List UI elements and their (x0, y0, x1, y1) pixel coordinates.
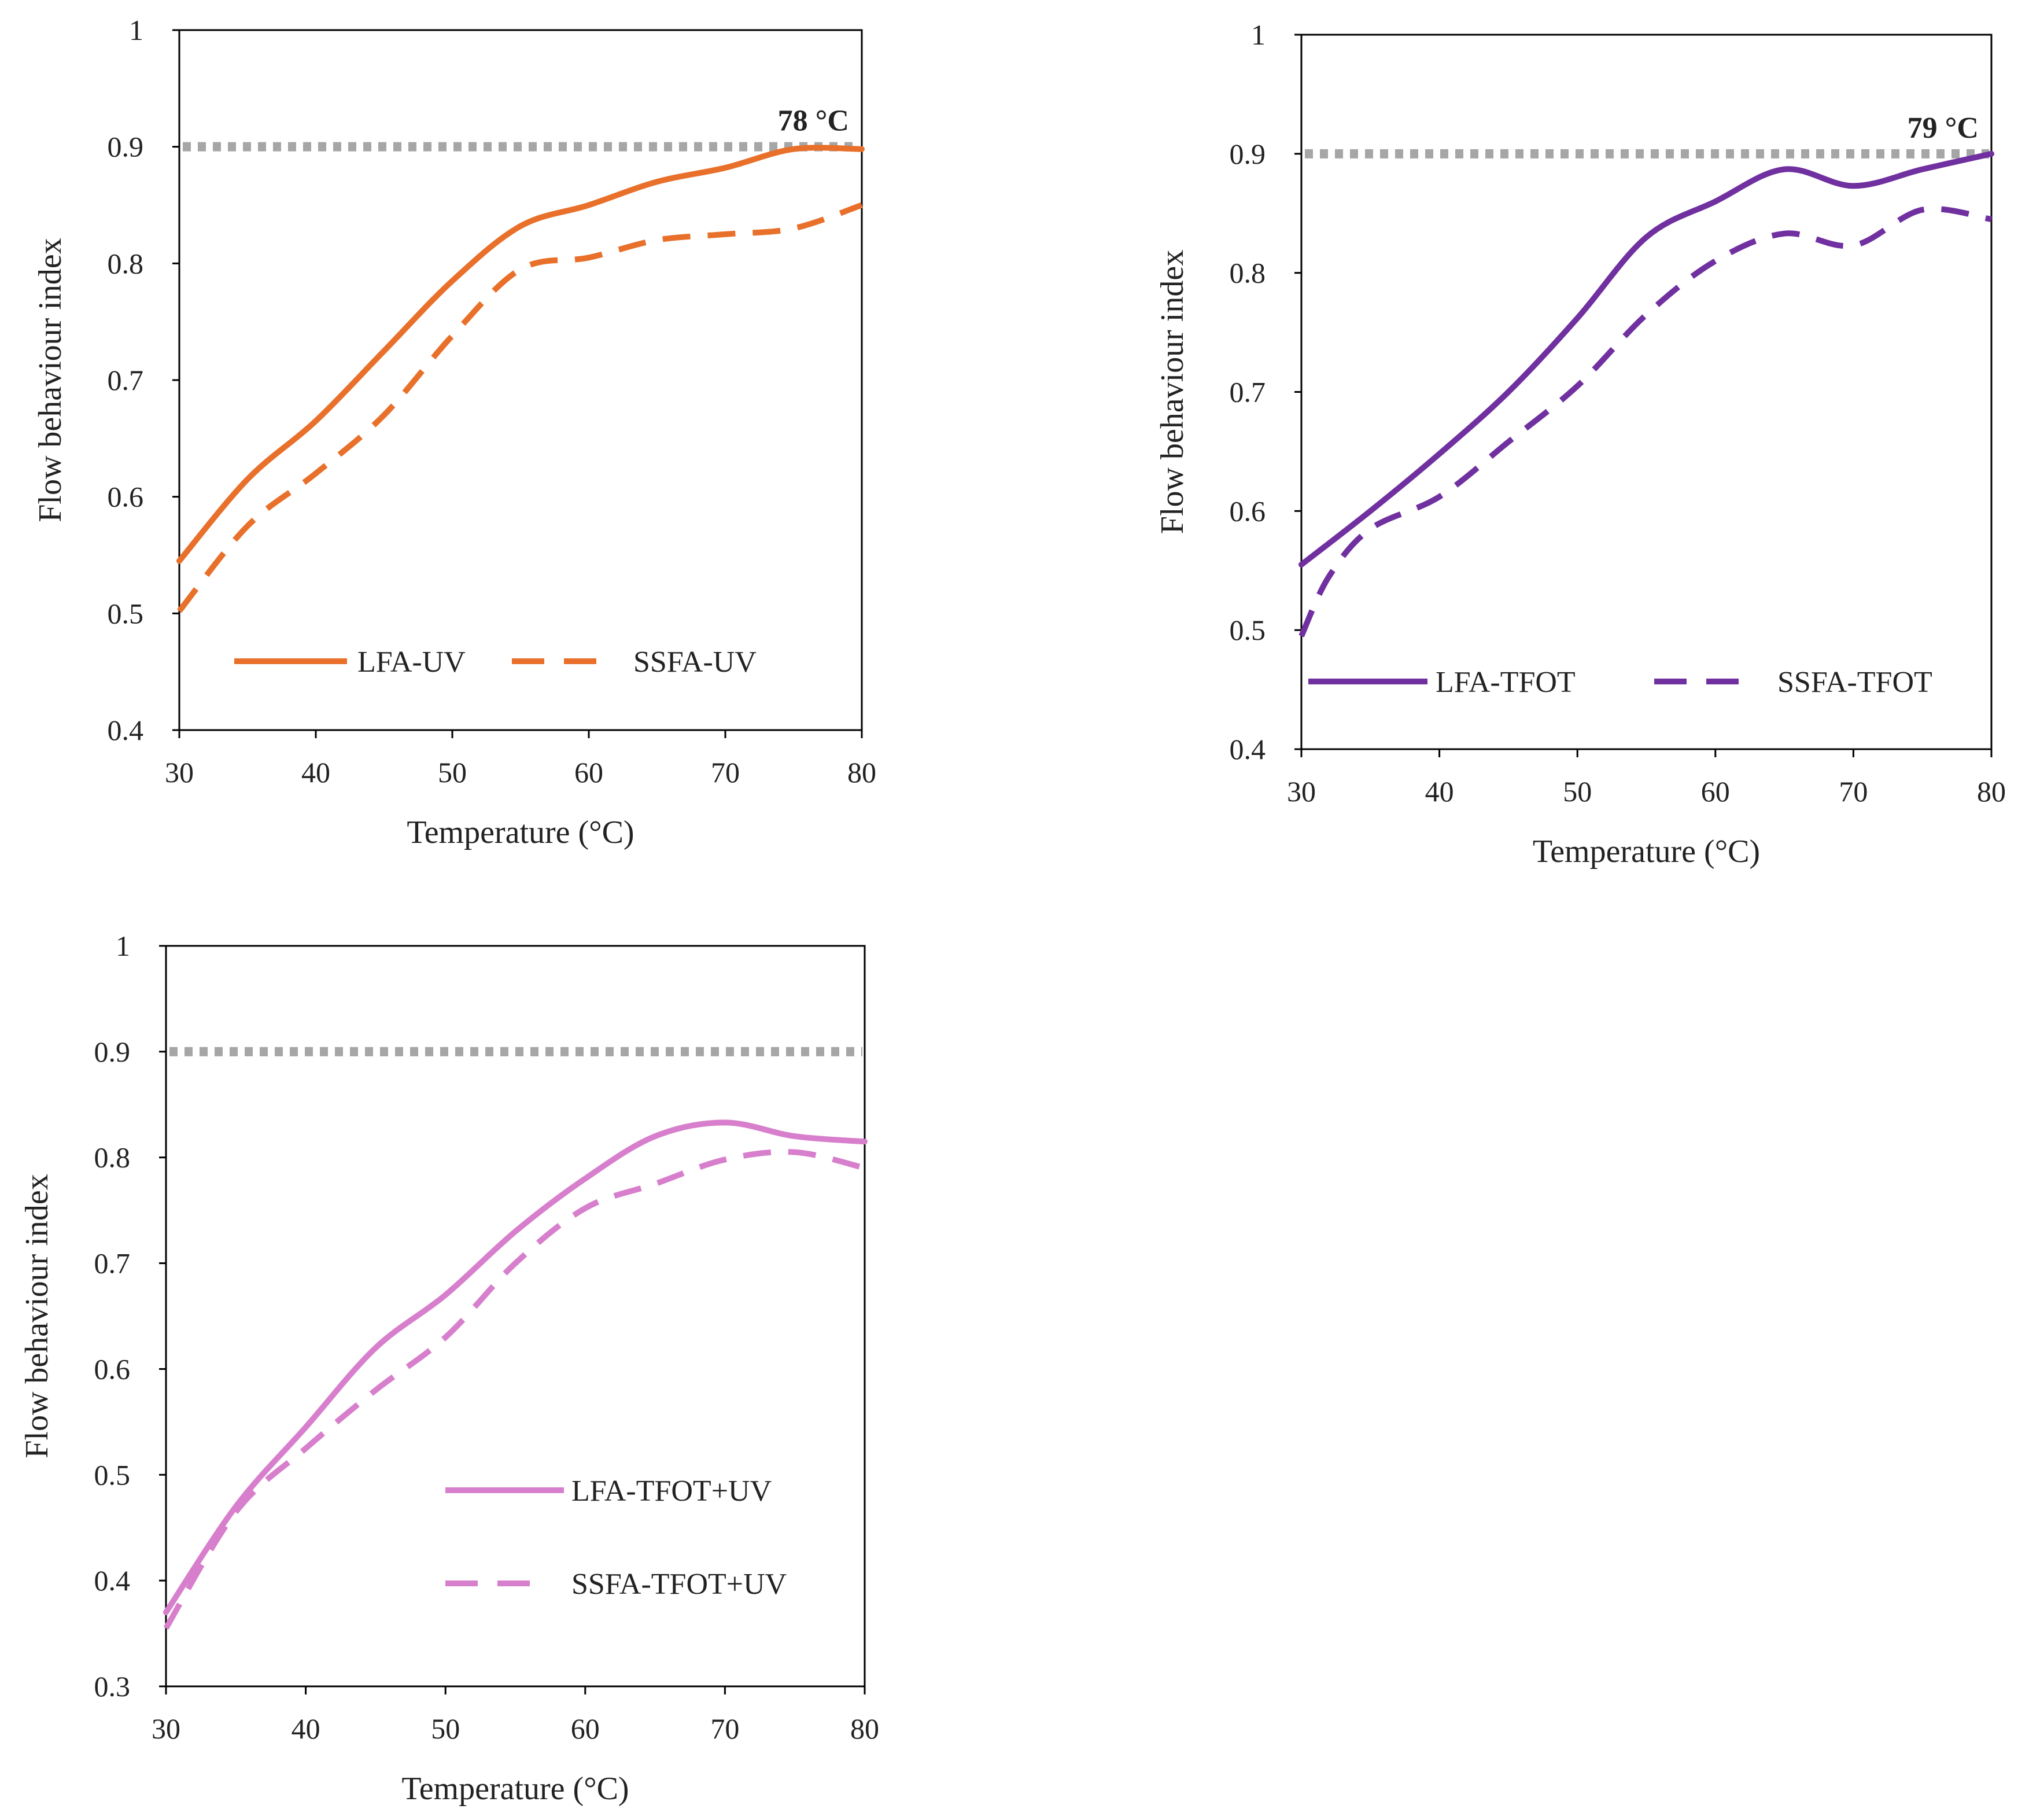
legend-label-LFA-UV: LFA-UV (357, 646, 466, 679)
x-tick-label: 70 (711, 756, 740, 789)
legend-label-SSFA-TFOT+UV: SSFA-TFOT+UV (571, 1568, 787, 1601)
x-tick-label: 70 (1839, 775, 1868, 808)
y-tick-label: 0.5 (1230, 614, 1266, 646)
x-tick-label: 80 (850, 1712, 879, 1745)
y-axis-title: Flow behaviour index (19, 1174, 55, 1458)
x-tick-label: 30 (152, 1712, 180, 1745)
y-tick-label: 0.9 (1230, 138, 1266, 170)
x-tick-label: 70 (710, 1712, 739, 1745)
series-line-LFA-TFOT+UV (163, 1119, 868, 1615)
legend-label-LFA-TFOT+UV: LFA-TFOT+UV (571, 1475, 772, 1508)
legend-label-SSFA-UV: SSFA-UV (633, 646, 757, 679)
annotation-crossover-temp: 79 °C (1908, 112, 1979, 145)
y-tick-label: 0.7 (108, 364, 144, 396)
y-axis-title: Flow behaviour index (32, 238, 68, 522)
series-line-LFA-UV (176, 145, 865, 564)
y-tick-label: 0.6 (94, 1353, 131, 1385)
x-tick-label: 30 (165, 756, 194, 789)
x-tick-label: 50 (438, 756, 467, 789)
x-tick-label: 60 (571, 1712, 600, 1745)
series-line-SSFA-TFOT (1298, 205, 1992, 638)
y-tick-label: 0.3 (94, 1670, 131, 1703)
y-tick-label: 0.9 (108, 131, 144, 163)
series-line-SSFA-UV (177, 202, 863, 613)
y-tick-label: 0.4 (108, 714, 144, 746)
y-tick-label: 0.7 (1230, 376, 1266, 408)
x-tick-label: 80 (847, 756, 876, 789)
y-tick-label: 0.5 (94, 1458, 131, 1491)
x-tick-label: 40 (1425, 775, 1454, 808)
chart-panel-tfot: 30 40 50 60 70 80 0.4 0.5 0.6 0.7 0.8 0.9 1 Temperatu… (1154, 19, 2006, 870)
y-tick-label: 0.8 (94, 1141, 131, 1174)
plot-area (178, 29, 863, 731)
chart-panel-tfot-uv: 30 40 50 60 70 80 0.3 0.4 0.5 0.6 0.7 0.8 0.9 1 Temper… (19, 930, 879, 1807)
legend-label-SSFA-TFOT: SSFA-TFOT (1777, 666, 1932, 699)
plot-area (165, 945, 866, 1688)
y-tick-label: 0.7 (94, 1247, 131, 1280)
plot-area (1300, 34, 1993, 750)
x-tick-label: 60 (574, 756, 603, 789)
x-axis-title: Temperature (°C) (401, 1771, 629, 1807)
x-tick-label: 40 (301, 756, 330, 789)
chart-panel-uv: 30 40 50 60 70 80 0.4 0.5 0.6 0.7 0.8 0.9 1 Temperatu… (32, 14, 876, 850)
x-axis-title: Temperature (°C) (1533, 834, 1760, 870)
x-tick-label: 50 (431, 1712, 460, 1745)
y-tick-label: 0.4 (94, 1564, 131, 1597)
y-tick-label: 0.8 (1230, 257, 1266, 289)
legend-label-LFA-TFOT: LFA-TFOT (1436, 666, 1576, 699)
y-tick-label: 0.9 (94, 1036, 131, 1068)
series-line-SSFA-TFOT+UV (163, 1149, 866, 1630)
x-tick-label: 80 (1977, 775, 2006, 808)
x-tick-label: 30 (1287, 775, 1316, 808)
x-tick-label: 40 (292, 1712, 320, 1745)
y-tick-label: 0.6 (108, 481, 144, 513)
annotation-crossover-temp: 78 °C (778, 105, 849, 138)
x-tick-label: 50 (1563, 775, 1592, 808)
y-tick-label: 0.5 (108, 597, 144, 629)
y-tick-label: 1 (1251, 19, 1266, 51)
y-tick-label: 0.8 (108, 247, 144, 279)
y-tick-label: 1 (129, 14, 143, 46)
y-tick-label: 1 (116, 930, 130, 962)
x-axis-title: Temperature (°C) (407, 815, 634, 850)
y-axis-title: Flow behaviour index (1154, 250, 1190, 534)
y-tick-label: 0.6 (1230, 495, 1266, 527)
series-line-LFA-TFOT (1298, 150, 1994, 568)
x-tick-label: 60 (1701, 775, 1730, 808)
y-tick-label: 0.4 (1230, 733, 1266, 765)
